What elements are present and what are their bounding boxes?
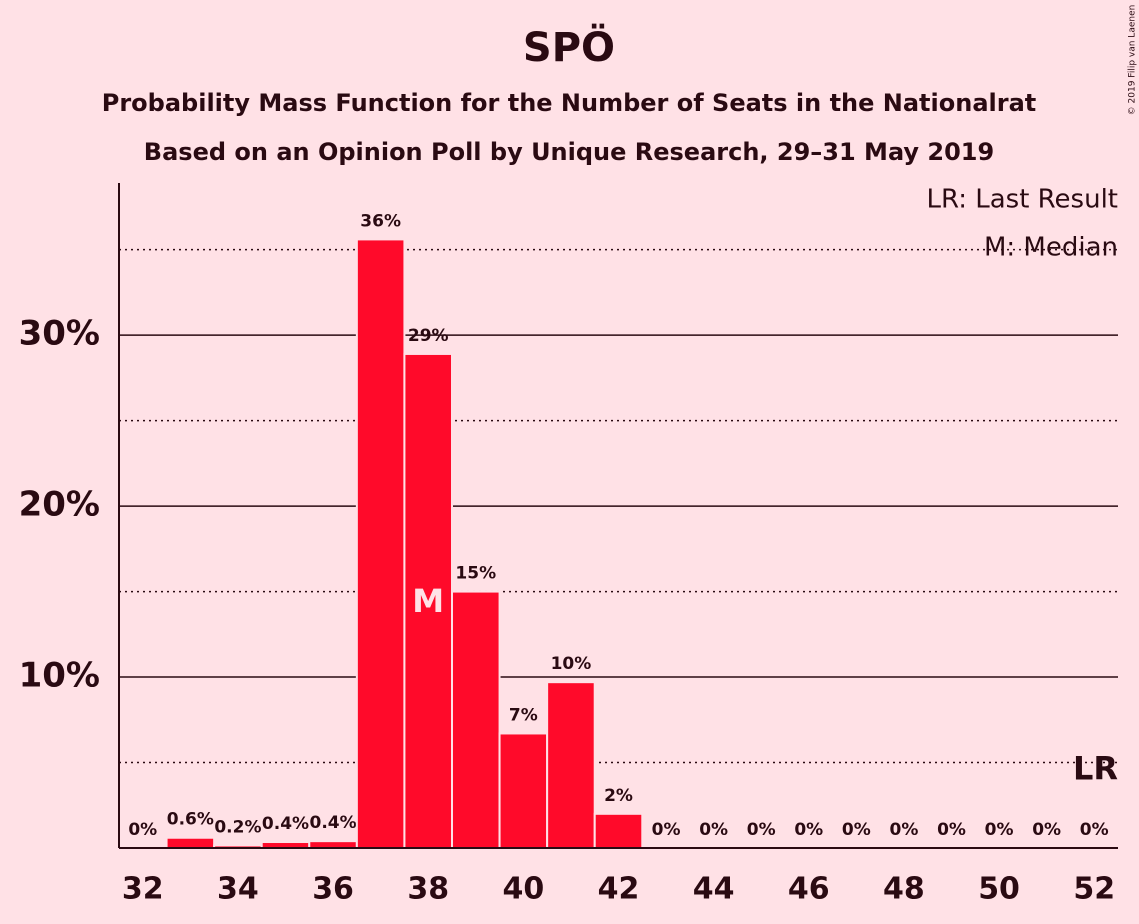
value-label: 0% <box>889 820 918 840</box>
copyright: © 2019 Filip van Laenen <box>1128 5 1138 116</box>
bar <box>546 681 596 849</box>
value-label: 0.4% <box>262 814 309 834</box>
bar <box>498 732 549 849</box>
value-label: 0.2% <box>214 817 261 837</box>
value-label: 7% <box>509 705 538 725</box>
value-label: 0% <box>747 820 776 840</box>
value-label: 0% <box>652 820 681 840</box>
x-tick-label: 50 <box>978 872 1020 907</box>
legend-entry: LR: Last Result <box>926 185 1118 215</box>
bar <box>165 836 216 849</box>
x-tick-label: 36 <box>312 872 354 907</box>
value-label: 0% <box>842 820 871 840</box>
bar <box>355 238 406 849</box>
bar <box>593 812 644 849</box>
x-tick-label: 40 <box>502 872 544 907</box>
y-tick-label: 30% <box>19 314 100 354</box>
value-label: 36% <box>360 211 401 231</box>
x-tick-label: 34 <box>217 872 259 907</box>
value-label: 0% <box>1080 820 1109 840</box>
median-marker: M <box>412 582 444 620</box>
chart-subtitle: Probability Mass Function for the Number… <box>102 89 1037 117</box>
x-tick-label: 32 <box>122 872 164 907</box>
bar <box>403 352 453 849</box>
value-label: 10% <box>551 654 592 674</box>
value-label: 15% <box>455 564 496 584</box>
last-result-marker: LR <box>1073 750 1118 788</box>
value-label: 2% <box>604 786 633 806</box>
value-label: 0% <box>128 820 157 840</box>
chart-subtitle: Based on an Opinion Poll by Unique Resea… <box>144 138 994 166</box>
chart-title: SPÖ <box>523 23 615 71</box>
x-tick-label: 38 <box>407 872 449 907</box>
bar <box>308 840 358 849</box>
value-label: 0.4% <box>309 813 356 833</box>
x-tick-label: 48 <box>883 872 925 907</box>
value-label: 0% <box>1032 820 1061 840</box>
value-label: 0% <box>985 820 1014 840</box>
value-label: 0% <box>937 820 966 840</box>
x-tick-label: 42 <box>598 872 640 907</box>
x-tick-label: 44 <box>693 872 735 907</box>
y-tick-label: 10% <box>19 656 100 696</box>
legend-entry: M: Median <box>984 233 1118 263</box>
value-label: 0% <box>699 820 728 840</box>
value-label: 0.6% <box>167 810 214 830</box>
bar <box>451 590 501 849</box>
x-tick-label: 46 <box>788 872 830 907</box>
value-label: 29% <box>408 326 449 346</box>
value-label: 0% <box>794 820 823 840</box>
y-tick-label: 20% <box>19 485 100 525</box>
x-tick-label: 52 <box>1073 872 1115 907</box>
